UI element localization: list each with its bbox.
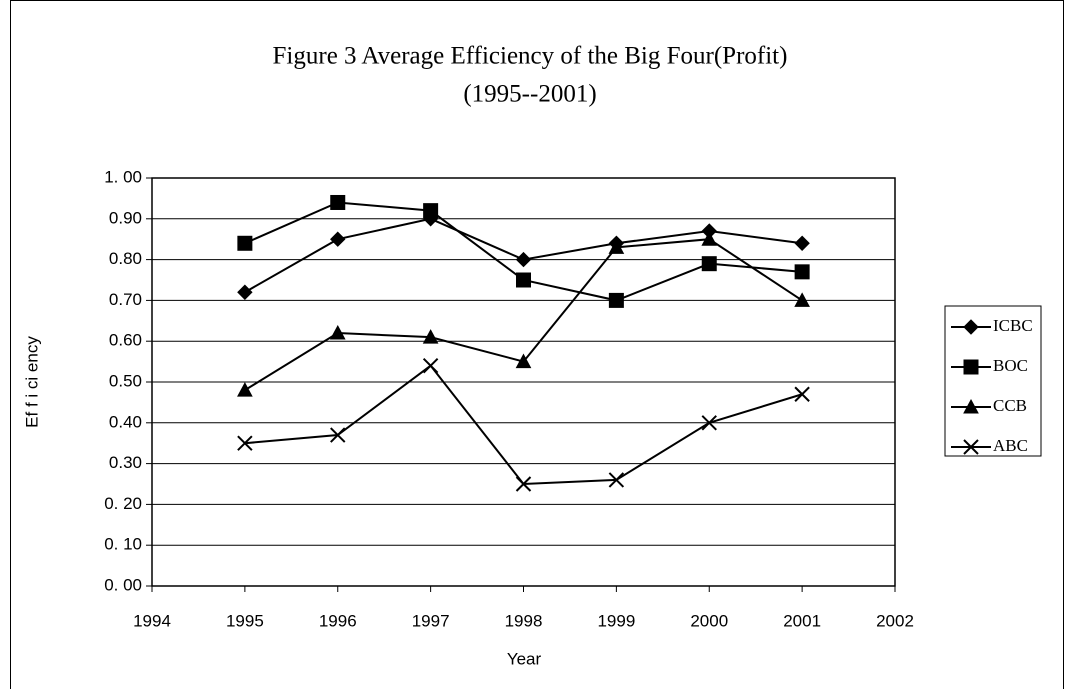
marker <box>237 235 253 251</box>
marker <box>794 264 810 280</box>
marker <box>608 472 625 488</box>
series <box>237 357 810 492</box>
chart-border <box>10 0 1064 689</box>
y-tick-label: 0.40 <box>109 412 142 431</box>
marker <box>237 382 253 397</box>
legend-label: ICBC <box>993 316 1033 335</box>
legend-marker <box>963 398 979 414</box>
series <box>237 194 810 308</box>
x-tick-label: 1999 <box>597 611 635 630</box>
x-axis-label: Year <box>507 649 542 668</box>
series-line <box>244 364 803 486</box>
marker <box>608 239 625 254</box>
marker <box>794 235 810 251</box>
series <box>237 211 810 300</box>
y-tick-label: 0. 10 <box>104 535 142 554</box>
marker <box>329 324 346 340</box>
x-tick-label: 1998 <box>505 611 543 630</box>
marker <box>422 329 439 344</box>
y-tick-label: 0.90 <box>109 208 142 227</box>
x-tick-label: 1996 <box>319 611 357 630</box>
marker <box>516 272 531 288</box>
y-tick-label: 0.50 <box>109 371 142 390</box>
legend-marker <box>963 439 979 455</box>
marker <box>515 353 532 369</box>
legend-label: BOC <box>993 356 1028 375</box>
legend-label: ABC <box>993 436 1028 455</box>
marker <box>330 231 346 247</box>
marker <box>330 194 346 210</box>
y-tick-label: 0.70 <box>109 290 142 309</box>
marker <box>794 386 810 402</box>
y-tick-label: 0.60 <box>109 331 142 350</box>
x-tick-label: 1994 <box>133 611 171 630</box>
chart-title: Figure 3 Average Efficiency of the Big F… <box>273 43 788 70</box>
marker <box>237 284 253 300</box>
marker <box>515 476 532 492</box>
marker <box>701 231 718 246</box>
marker <box>237 435 253 451</box>
marker <box>515 251 532 268</box>
marker <box>794 292 810 307</box>
x-tick-label: 2002 <box>876 611 914 630</box>
marker <box>608 292 624 308</box>
x-tick-label: 2001 <box>783 611 821 630</box>
y-axis-label: Ef f i ci ency <box>22 336 41 428</box>
legend-marker <box>963 319 979 335</box>
marker <box>422 357 439 374</box>
marker <box>701 415 717 431</box>
x-tick-label: 1995 <box>226 611 264 630</box>
legend-label: CCB <box>993 396 1027 415</box>
series <box>237 231 810 397</box>
x-tick-label: 2000 <box>690 611 728 630</box>
marker <box>330 427 346 443</box>
marker <box>701 256 717 272</box>
y-tick-label: 0. 20 <box>104 494 142 513</box>
y-tick-label: 1. 00 <box>104 167 142 186</box>
legend-box <box>944 305 1042 457</box>
legend-marker <box>963 359 979 375</box>
y-tick-label: 0.30 <box>109 453 142 472</box>
y-tick-label: 0.80 <box>109 249 142 268</box>
x-tick-label: 1997 <box>412 611 450 630</box>
chart-subtitle: (1995--2001) <box>463 81 596 108</box>
marker <box>423 203 439 219</box>
y-tick-label: 0. 00 <box>104 575 142 594</box>
